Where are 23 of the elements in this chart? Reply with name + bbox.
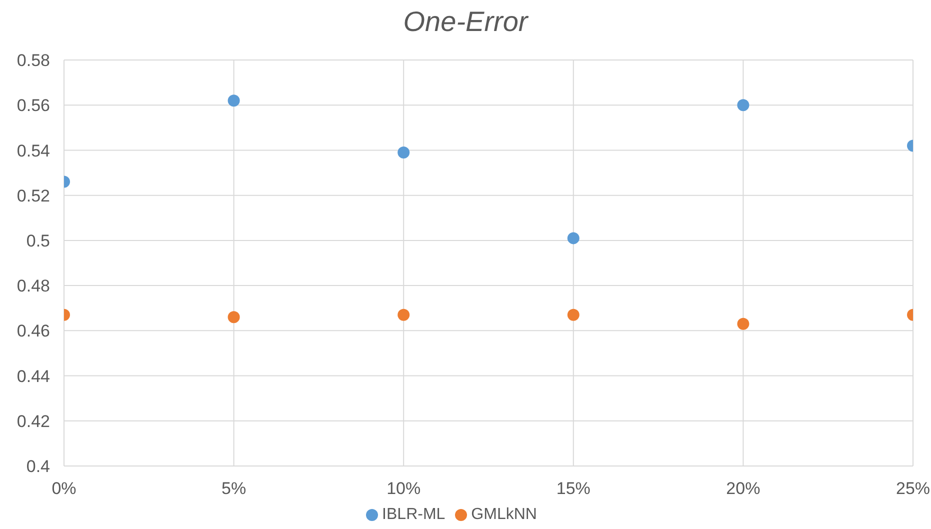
y-tick-label: 0.42: [16, 412, 50, 431]
y-tick-label: 0.58: [16, 51, 50, 70]
x-tick-label: 5%: [222, 479, 246, 498]
x-tick-label: 0%: [52, 479, 76, 498]
x-tick-label: 10%: [386, 479, 421, 498]
x-tick-label: 20%: [726, 479, 760, 498]
chart-title: One-Error: [402, 6, 530, 39]
legend-label: IBLR-ML: [382, 506, 446, 523]
y-tick-label: 0.44: [16, 366, 50, 386]
y-tick-label: 0.54: [16, 141, 50, 160]
y-tick-label: 0.4: [26, 457, 50, 476]
point: [398, 308, 410, 321]
y-tick-label: 0.56: [16, 96, 50, 116]
x-tick-label: 15%: [556, 479, 590, 498]
point: [398, 146, 410, 158]
y-tick-label: 0.46: [16, 322, 50, 341]
x-tick-label: 25%: [896, 479, 930, 498]
y-tick-label: 0.48: [16, 276, 50, 296]
y-tick-label: 0.52: [16, 186, 50, 206]
point: [567, 308, 580, 321]
legend-label: GMLkNN: [471, 506, 537, 523]
point: [567, 232, 580, 244]
y-tick-label: 0.5: [26, 231, 50, 250]
